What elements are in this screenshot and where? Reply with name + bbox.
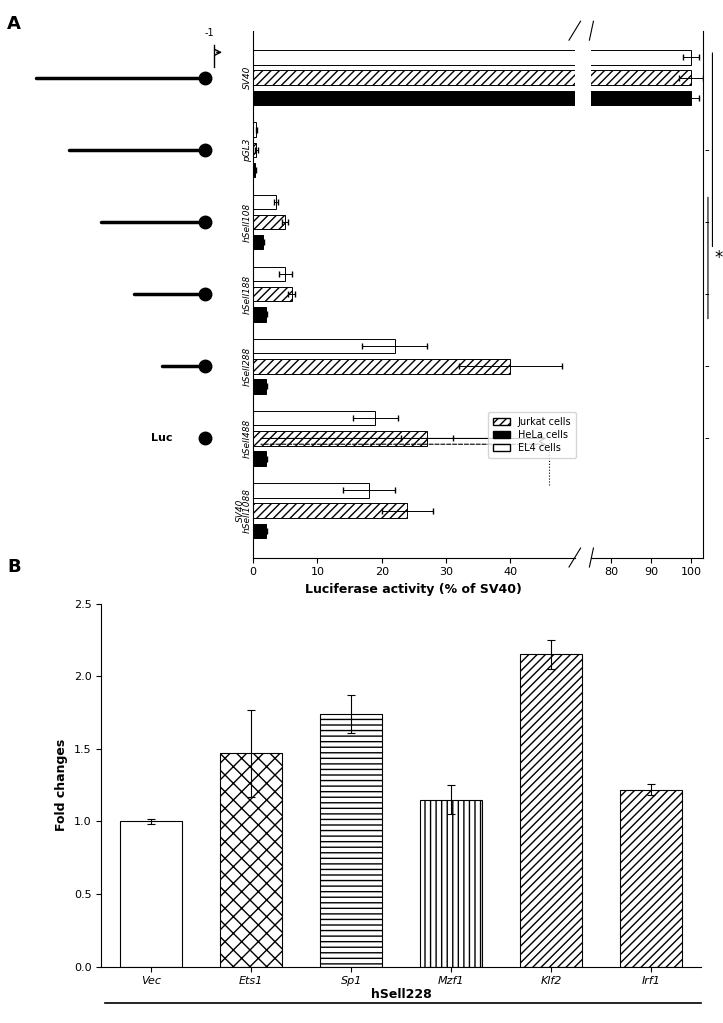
Bar [291,483,363,497]
Text: hSell288: hSell288 [243,347,252,386]
Bar [253,503,408,518]
Bar [291,307,299,321]
Bar [253,286,291,302]
Bar [521,655,582,967]
Text: hSell188: hSell188 [243,274,252,314]
Text: hSell488: hSell488 [243,418,252,458]
Bar [291,91,691,105]
Text: pGL3: pGL3 [243,138,252,162]
Bar [320,714,382,967]
Legend: Jurkat cells, HeLa cells, EL4 cells: Jurkat cells, HeLa cells, EL4 cells [488,412,576,458]
Bar [253,163,255,177]
Bar [291,451,299,465]
Bar [291,123,294,137]
Text: -1: -1 [205,28,215,38]
Bar [291,286,315,302]
Bar [120,821,182,967]
Text: hSell1088: hSell1088 [243,488,252,533]
Bar [221,753,282,967]
Bar [253,411,375,426]
Bar [291,142,294,157]
Bar [291,163,292,177]
Bar [291,194,305,209]
Bar [291,215,312,229]
Bar [291,411,367,426]
Bar [253,71,723,85]
Text: SV40: SV40 [243,65,252,89]
Text: SV40: SV40 [236,499,244,523]
Bar [420,800,482,967]
Bar [253,123,256,137]
Bar [291,503,388,518]
Bar [291,50,691,64]
Bar [253,91,723,105]
Bar [253,524,266,538]
Text: B: B [7,558,21,576]
Bar [253,215,285,229]
Bar [291,71,691,85]
Bar [253,432,427,446]
Text: *: * [714,249,723,267]
Bar [253,50,723,64]
Bar [253,267,285,281]
Bar [291,380,299,394]
Bar [253,483,369,497]
Bar [253,307,266,321]
Bar [253,380,266,394]
Bar [253,451,266,465]
Bar [253,142,256,157]
Text: hSell228: hSell228 [371,988,432,1000]
Bar [291,267,312,281]
Bar [253,339,395,353]
X-axis label: Luciferase activity (% of SV40): Luciferase activity (% of SV40) [306,583,522,595]
Bar [291,432,399,446]
Bar [620,790,683,967]
Bar [291,235,297,250]
Text: A: A [7,15,21,34]
Bar [291,359,451,373]
Bar [253,194,275,209]
Text: Luc: Luc [151,434,173,443]
Y-axis label: Fold changes: Fold changes [55,739,68,832]
Bar [291,524,299,538]
Bar [253,359,510,373]
Text: hSell108: hSell108 [243,203,252,241]
Bar [291,339,380,353]
Bar [253,235,262,250]
